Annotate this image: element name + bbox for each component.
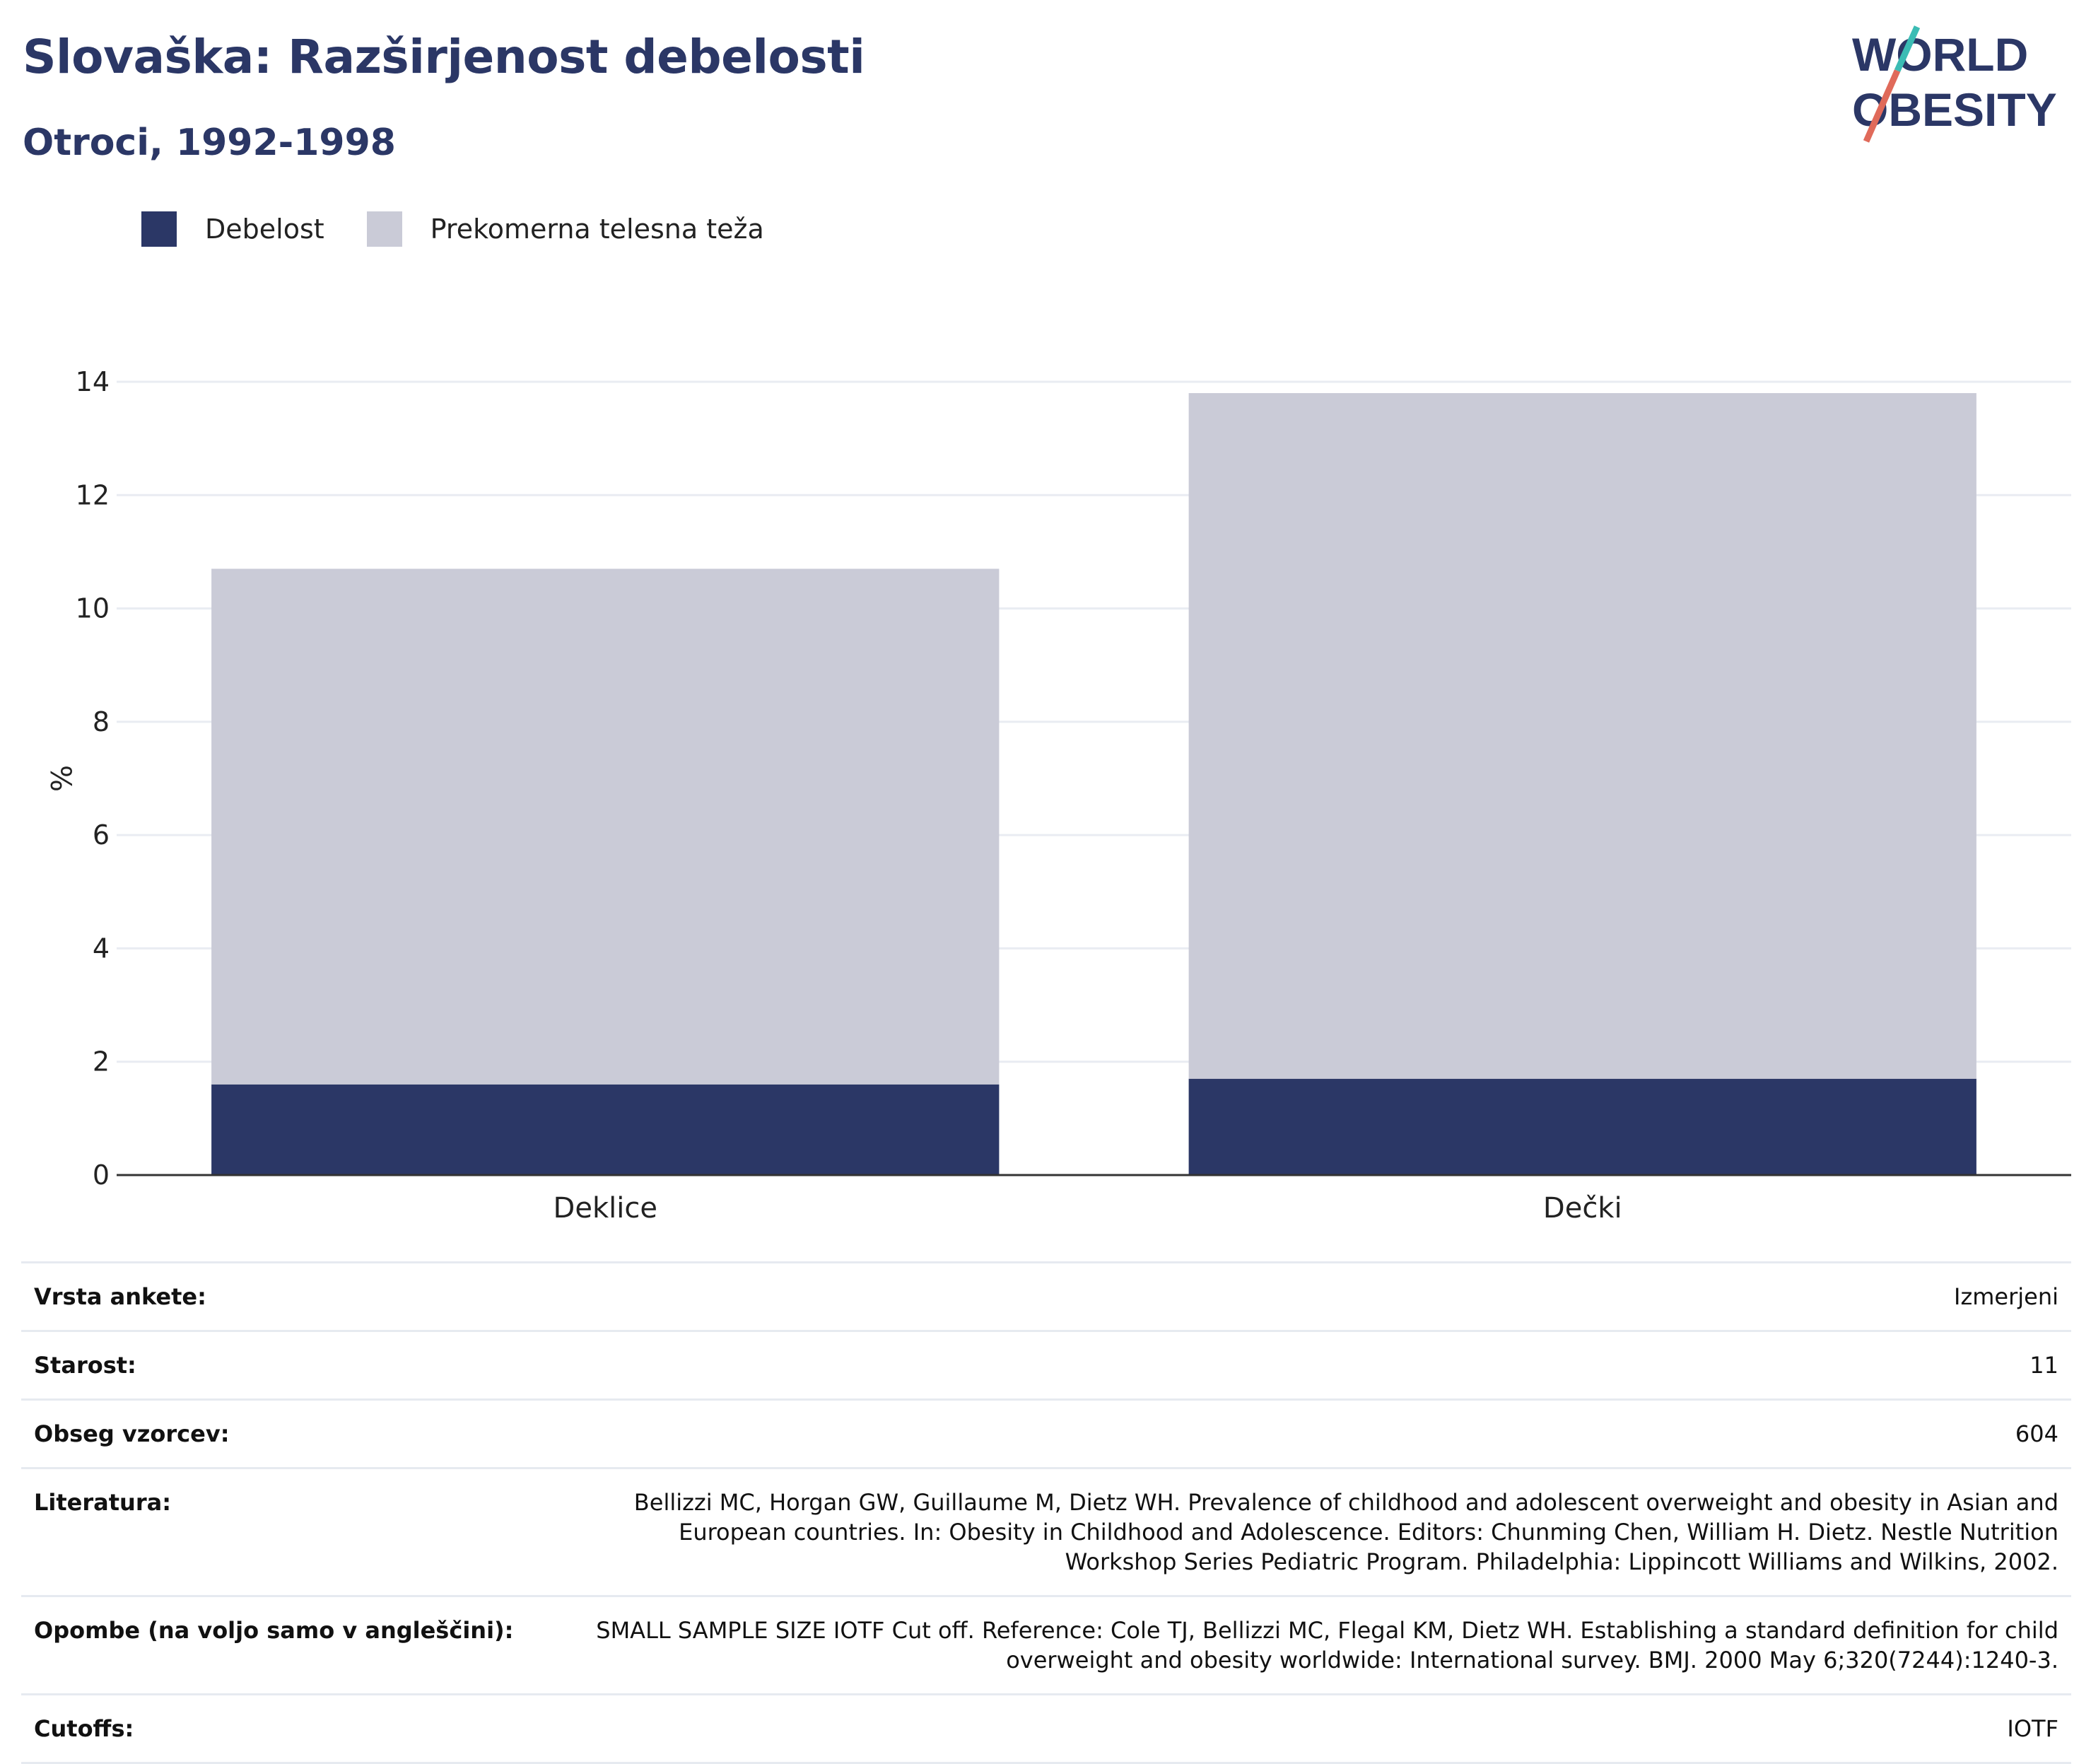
y-tick-label: 14 — [76, 366, 110, 397]
info-key: Literatura: — [21, 1467, 570, 1596]
info-row: Obseg vzorcev: 604 — [21, 1398, 2071, 1468]
legend-swatch-overweight — [366, 211, 402, 247]
info-value: IOTF — [570, 1693, 2071, 1764]
info-row: Vrsta ankete: Izmerjeni — [21, 1261, 2071, 1331]
info-value: 11 — [570, 1330, 2071, 1400]
info-key: Obseg vzorcev: — [21, 1398, 570, 1468]
info-row: Literatura: Bellizzi MC, Horgan GW, Guill… — [21, 1467, 2071, 1596]
x-tick-label: Deklice — [554, 1192, 657, 1225]
y-tick-label: 10 — [76, 593, 110, 624]
legend-label-overweight: Prekomerna telesna teža — [430, 214, 764, 245]
info-key: Cutoffs: — [21, 1693, 570, 1764]
legend-item-obesity: Debelost — [141, 211, 324, 247]
info-value: SMALL SAMPLE SIZE IOTF Cut off. Referenc… — [570, 1595, 2071, 1695]
y-tick-label: 6 — [93, 819, 110, 851]
world-obesity-logo: WORLD OBESITY — [1852, 25, 2057, 143]
legend-label-obesity: Debelost — [205, 214, 324, 245]
y-axis-label: % — [44, 765, 76, 792]
info-row: Cutoffs: IOTF — [21, 1693, 2071, 1764]
x-tick-label: Dečki — [1543, 1192, 1622, 1225]
svg-text:WORLD: WORLD — [1852, 28, 2028, 81]
y-tick-label: 2 — [93, 1046, 110, 1077]
legend-item-overweight: Prekomerna telesna teža — [366, 211, 764, 247]
legend-swatch-obesity — [141, 211, 177, 247]
y-tick-label: 0 — [93, 1160, 110, 1191]
info-table: Vrsta ankete: Izmerjeni Starost: 11 Obseg vz… — [21, 1261, 2071, 1764]
info-row: Opombe (na voljo samo v angleščini): SMAL… — [21, 1595, 2071, 1695]
info-value: Izmerjeni — [570, 1261, 2071, 1331]
bar-obesity — [211, 1084, 1000, 1175]
chart-title: Slovaška: Razširjenost debelosti — [23, 30, 865, 84]
info-key: Opombe (na voljo samo v angleščini): — [21, 1595, 570, 1695]
bar-chart: 0 2 4 6 8 10 12 14 Deklice Dečki% — [44, 366, 2071, 1225]
info-value: 604 — [570, 1398, 2071, 1468]
info-key: Vrsta ankete: — [21, 1261, 570, 1331]
info-row: Starost: 11 — [21, 1330, 2071, 1400]
chart-legend: Debelost Prekomerna telesna teža — [141, 209, 807, 249]
info-key: Starost: — [21, 1330, 570, 1400]
y-tick-label: 12 — [76, 479, 110, 510]
bar-overweight — [211, 568, 1000, 1085]
info-value: Bellizzi MC, Horgan GW, Guillaume M, Die… — [570, 1467, 2071, 1596]
chart-subtitle: Otroci, 1992-1998 — [23, 122, 396, 164]
bar-overweight — [1188, 393, 1976, 1079]
y-tick-label: 4 — [93, 933, 110, 964]
y-tick-label: 8 — [93, 706, 110, 737]
bar-obesity — [1188, 1078, 1976, 1175]
